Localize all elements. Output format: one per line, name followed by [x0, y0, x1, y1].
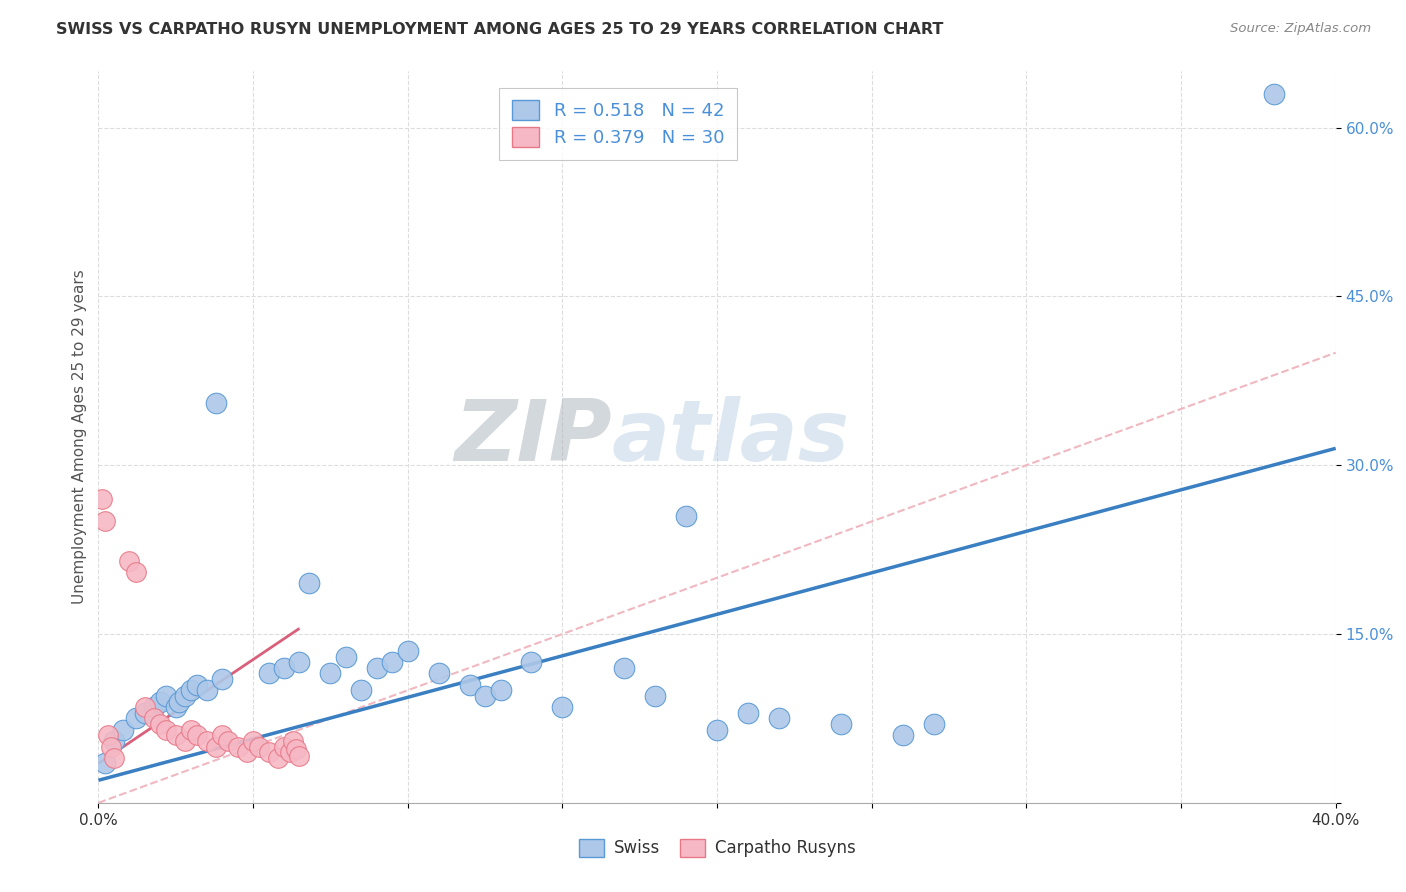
Point	[922, 717, 945, 731]
Point	[257, 666, 280, 681]
Point	[124, 565, 146, 579]
Point	[288, 748, 311, 763]
Point	[195, 683, 218, 698]
Point	[186, 728, 208, 742]
Point	[155, 689, 177, 703]
Point	[267, 751, 290, 765]
Point	[427, 666, 450, 681]
Point	[613, 661, 636, 675]
Point	[211, 728, 233, 742]
Legend: Swiss, Carpatho Rusyns: Swiss, Carpatho Rusyns	[572, 832, 862, 864]
Point	[149, 717, 172, 731]
Point	[112, 723, 135, 737]
Point	[143, 711, 166, 725]
Point	[644, 689, 666, 703]
Point	[247, 739, 270, 754]
Point	[149, 694, 172, 708]
Point	[103, 751, 125, 765]
Point	[489, 683, 512, 698]
Point	[205, 739, 228, 754]
Point	[1263, 87, 1285, 101]
Point	[273, 661, 295, 675]
Point	[174, 689, 197, 703]
Point	[474, 689, 496, 703]
Point	[97, 728, 120, 742]
Text: atlas: atlas	[612, 395, 851, 479]
Point	[90, 491, 112, 506]
Point	[180, 723, 202, 737]
Point	[174, 734, 197, 748]
Point	[273, 739, 295, 754]
Point	[134, 706, 156, 720]
Point	[768, 711, 790, 725]
Point	[520, 655, 543, 669]
Point	[217, 734, 239, 748]
Point	[278, 745, 301, 759]
Point	[298, 576, 321, 591]
Point	[891, 728, 914, 742]
Point	[551, 700, 574, 714]
Text: ZIP: ZIP	[454, 395, 612, 479]
Text: SWISS VS CARPATHO RUSYN UNEMPLOYMENT AMONG AGES 25 TO 29 YEARS CORRELATION CHART: SWISS VS CARPATHO RUSYN UNEMPLOYMENT AMO…	[56, 22, 943, 37]
Point	[226, 739, 249, 754]
Point	[396, 644, 419, 658]
Point	[155, 723, 177, 737]
Point	[195, 734, 218, 748]
Point	[93, 756, 115, 771]
Point	[830, 717, 852, 731]
Point	[283, 734, 305, 748]
Point	[242, 734, 264, 748]
Point	[211, 672, 233, 686]
Text: Source: ZipAtlas.com: Source: ZipAtlas.com	[1230, 22, 1371, 36]
Point	[381, 655, 404, 669]
Point	[319, 666, 342, 681]
Point	[205, 396, 228, 410]
Point	[134, 700, 156, 714]
Point	[350, 683, 373, 698]
Point	[236, 745, 259, 759]
Point	[675, 508, 697, 523]
Point	[93, 515, 115, 529]
Point	[180, 683, 202, 698]
Point	[124, 711, 146, 725]
Point	[458, 678, 481, 692]
Point	[100, 739, 122, 754]
Point	[737, 706, 759, 720]
Point	[186, 678, 208, 692]
Point	[366, 661, 388, 675]
Point	[103, 734, 125, 748]
Point	[143, 700, 166, 714]
Point	[118, 554, 141, 568]
Point	[285, 741, 308, 756]
Y-axis label: Unemployment Among Ages 25 to 29 years: Unemployment Among Ages 25 to 29 years	[72, 269, 87, 605]
Point	[257, 745, 280, 759]
Point	[165, 700, 187, 714]
Point	[706, 723, 728, 737]
Point	[335, 649, 357, 664]
Point	[167, 694, 190, 708]
Point	[165, 728, 187, 742]
Point	[288, 655, 311, 669]
